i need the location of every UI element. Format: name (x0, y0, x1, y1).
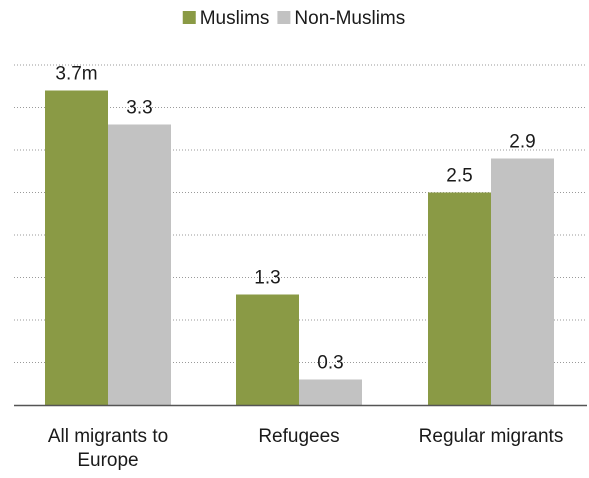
legend-label: Muslims (200, 8, 270, 29)
legend-label: Non-Muslims (294, 8, 405, 29)
bar-muslims-2 (428, 192, 491, 405)
category-label: Regular migrants (419, 426, 564, 447)
legend-swatch (182, 11, 196, 24)
data-label: 0.3 (317, 353, 343, 374)
bar-muslims-0 (45, 90, 108, 405)
data-label: 1.3 (254, 268, 280, 289)
legend-item-muslims: Muslims (182, 8, 270, 29)
category-label: All migrants to (48, 426, 168, 447)
bar-non-muslims-0 (108, 124, 171, 405)
bar-muslims-1 (236, 294, 299, 405)
legend-item-non-muslims: Non-Muslims (277, 8, 405, 29)
data-label: 3.3 (126, 98, 152, 119)
bar-non-muslims-1 (299, 379, 362, 405)
data-label: 2.9 (509, 132, 535, 153)
legend-swatch (277, 11, 291, 24)
category-labels-group: All migrants to Europe Refugees Regular mig… (48, 426, 564, 471)
category-label: Refugees (258, 426, 339, 447)
bars-group (45, 90, 554, 405)
chart-legend: Muslims Non-Muslims (182, 8, 405, 29)
category-label: Europe (77, 450, 138, 471)
data-label: 3.7m (55, 64, 97, 85)
bar-non-muslims-2 (491, 158, 554, 405)
data-label: 2.5 (446, 166, 472, 187)
value-labels-group: 3.7m 3.3 1.3 0.3 2.5 2.9 (55, 64, 535, 374)
